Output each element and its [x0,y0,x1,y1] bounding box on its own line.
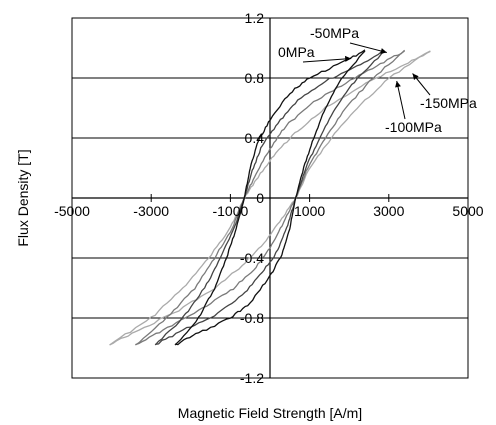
annotation-leader-100mpa [396,80,406,120]
annotation-label-50mpa: -50MPa [310,25,359,41]
series-100mpa-lower-branch [135,50,405,346]
x-tick-label-2: -1000 [212,203,248,219]
annotation-arrowhead-50mpa [380,48,387,54]
annotation-leader-0mpa [302,58,352,63]
annotation-leader-50mpa [349,42,387,53]
y-tick-label-0: -1.2 [240,370,264,386]
x-tick-label-1: -3000 [133,203,169,219]
annotation-arrowhead-150mpa [412,73,419,80]
y-tick-label-2: -0.4 [240,250,264,266]
x-tick-label-5: 5000 [452,203,483,219]
y-axis-label: Flux Density [T] [15,149,31,246]
annotation-arrowhead-100mpa [395,81,401,88]
y-tick-label-6: 1.2 [245,10,265,26]
series-100mpa-upper-branch [135,49,406,346]
series-150mpa-lower-branch [109,50,431,346]
annotation-arrowhead-0mpa [345,55,352,62]
axes [71,17,469,379]
y-tick-label-3: 0 [256,190,264,206]
annotation-label-0mpa: 0MPa [278,44,315,60]
y-tick-label-4: 0.4 [245,130,265,146]
y-tick-label-5: 0.8 [245,70,265,86]
x-axis-label: Magnetic Field Strength [A/m] [178,405,362,421]
series-50mpa-lower-branch [155,50,386,346]
x-tick-label-4: 3000 [373,203,404,219]
series-50mpa-upper-branch [154,50,385,346]
x-tick-label-3: 1000 [294,203,325,219]
y-tick-label-1: -0.8 [240,310,264,326]
series-150mpa-upper-branch [109,50,431,346]
series-0mpa-upper-branch [174,49,366,346]
annotation-layer: 0MPa -50MPa -150MPa -100MPa [278,25,477,135]
series-0mpa-lower-branch [174,50,366,346]
annotation-label-100mpa: -100MPa [385,119,442,135]
series-layer [109,49,431,346]
x-tick-label-0: -5000 [54,203,90,219]
annotation-label-150mpa: -150MPa [420,95,477,111]
tick-labels: -5000 -3000 -1000 1000 3000 5000 -1.2 -0.8 -0.4 0… [54,10,484,386]
